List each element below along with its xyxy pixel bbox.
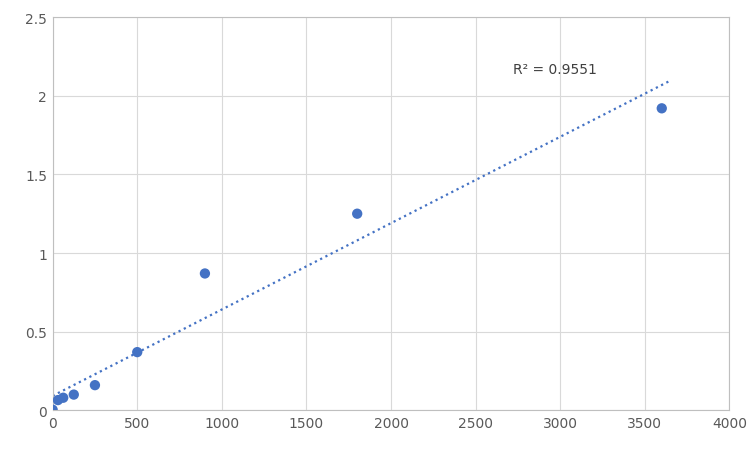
Point: [656, 106, 668, 113]
Point: [131, 349, 143, 356]
Point: [199, 270, 211, 277]
Point: [89, 382, 101, 389]
Text: R² = 0.9551: R² = 0.9551: [513, 63, 597, 77]
Point: [52, 396, 64, 404]
Point: [351, 211, 363, 218]
Point: [68, 391, 80, 398]
Point: [57, 394, 69, 401]
Point: [47, 406, 59, 414]
